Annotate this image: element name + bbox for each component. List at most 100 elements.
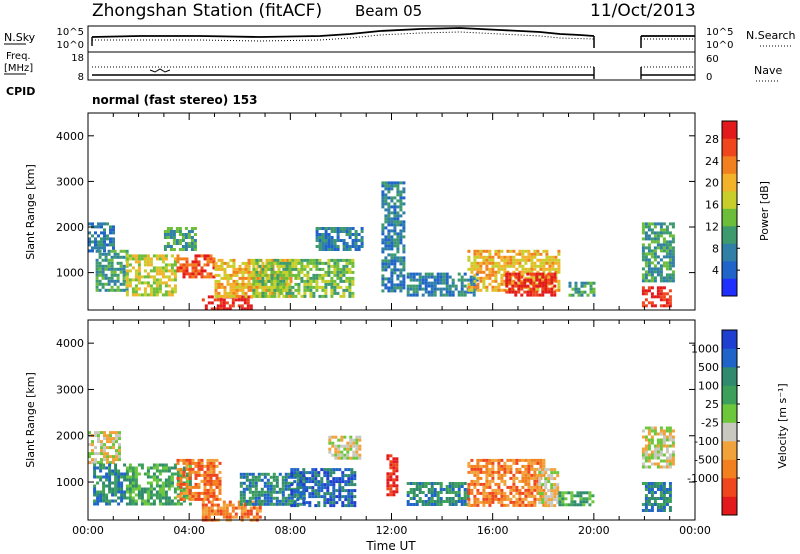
echo-cell (306, 270, 310, 274)
echo-cell (315, 236, 319, 239)
echo-cell (515, 261, 519, 265)
echo-cell (659, 444, 663, 448)
echo-cell (247, 282, 251, 286)
echo-cell (527, 476, 531, 480)
echo-cell (469, 278, 473, 282)
echo-cell (107, 252, 111, 256)
echo-cell (328, 435, 332, 439)
echo-cell (396, 277, 400, 281)
echo-cell (381, 184, 385, 188)
echo-cell (570, 491, 574, 495)
echo-cell (250, 258, 254, 262)
echo-cell (488, 461, 492, 465)
echo-cell (210, 509, 214, 513)
echo-cell (475, 278, 479, 282)
echo-cell (118, 437, 121, 441)
echo-cell (503, 282, 507, 286)
echo-cell (270, 267, 274, 271)
echo-cell (512, 461, 516, 465)
echo-cell (282, 282, 286, 286)
echo-cell (467, 461, 471, 465)
echo-cell (143, 290, 147, 294)
echo-cell (239, 496, 243, 500)
echo-cell (491, 279, 495, 283)
echo-cell (488, 473, 492, 477)
echo-cell (421, 485, 425, 488)
echo-cell (185, 467, 189, 471)
echo-cell (328, 438, 332, 442)
echo-cell (285, 267, 289, 271)
echo-cell (106, 446, 109, 450)
echo-cell (393, 232, 397, 236)
echo-cell (164, 275, 168, 279)
echo-cell (512, 482, 516, 486)
echo-cell (97, 437, 100, 441)
echo-cell (538, 501, 542, 505)
echo-cell (110, 249, 114, 253)
colorbar-tick-label: 4 (712, 264, 719, 277)
echo-cell (533, 470, 537, 474)
echo-cell (582, 503, 586, 507)
echo-cell (530, 464, 534, 468)
echo-cell (252, 264, 256, 268)
echo-cell (266, 478, 270, 482)
echo-cell (641, 289, 645, 293)
echo-cell (544, 498, 548, 502)
echo-cell (109, 446, 112, 450)
echo-cell (351, 270, 355, 274)
echo-cell (551, 267, 555, 271)
echo-cell (470, 488, 474, 492)
echo-cell (125, 496, 129, 500)
echo-cell (336, 236, 340, 239)
echo-cell (109, 437, 112, 441)
echo-cell (421, 293, 425, 297)
echo-cell (509, 485, 513, 489)
echo-cell (94, 461, 97, 465)
echo-cell (152, 466, 156, 470)
echo-cell (497, 470, 501, 474)
echo-cell (100, 440, 103, 444)
colorbar-segment (722, 243, 737, 262)
echo-cell (349, 444, 353, 448)
x-tick-label: 12:00 (376, 524, 408, 537)
echo-cell (232, 294, 236, 298)
echo-cell (187, 245, 191, 248)
echo-cell (336, 273, 340, 277)
echo-cell (286, 270, 290, 274)
echo-cell (451, 482, 455, 485)
echo-cell (448, 491, 452, 494)
echo-cell (306, 279, 310, 283)
echo-cell (433, 491, 437, 494)
echo-cell (242, 496, 246, 500)
echo-cell (396, 247, 400, 251)
echo-cell (451, 488, 455, 491)
echo-cell (161, 493, 165, 497)
echo-cell (526, 293, 530, 297)
echo-cell (91, 461, 94, 465)
echo-cell (120, 493, 124, 497)
echo-cell (158, 290, 162, 294)
echo-cell (115, 455, 118, 459)
echo-cell (203, 263, 207, 267)
echo-cell (251, 475, 255, 479)
echo-cell (524, 476, 528, 480)
echo-cell (526, 278, 530, 282)
echo-cell (479, 252, 483, 256)
echo-cell (554, 261, 558, 265)
echo-cell (288, 258, 292, 262)
echo-cell (125, 278, 129, 282)
echo-cell (393, 283, 397, 287)
echo-cell (542, 279, 546, 283)
echo-cell (668, 249, 672, 253)
echo-cell (306, 285, 310, 289)
echo-cell (252, 261, 256, 265)
echo-cell (158, 499, 162, 503)
echo-cell (509, 497, 513, 501)
echo-cell (244, 264, 248, 268)
echo-cell (306, 273, 310, 277)
echo-cell (406, 290, 410, 294)
echo-cell (503, 264, 507, 268)
echo-cell (188, 485, 192, 489)
echo-cell (240, 512, 244, 516)
echo-cell (494, 276, 498, 280)
